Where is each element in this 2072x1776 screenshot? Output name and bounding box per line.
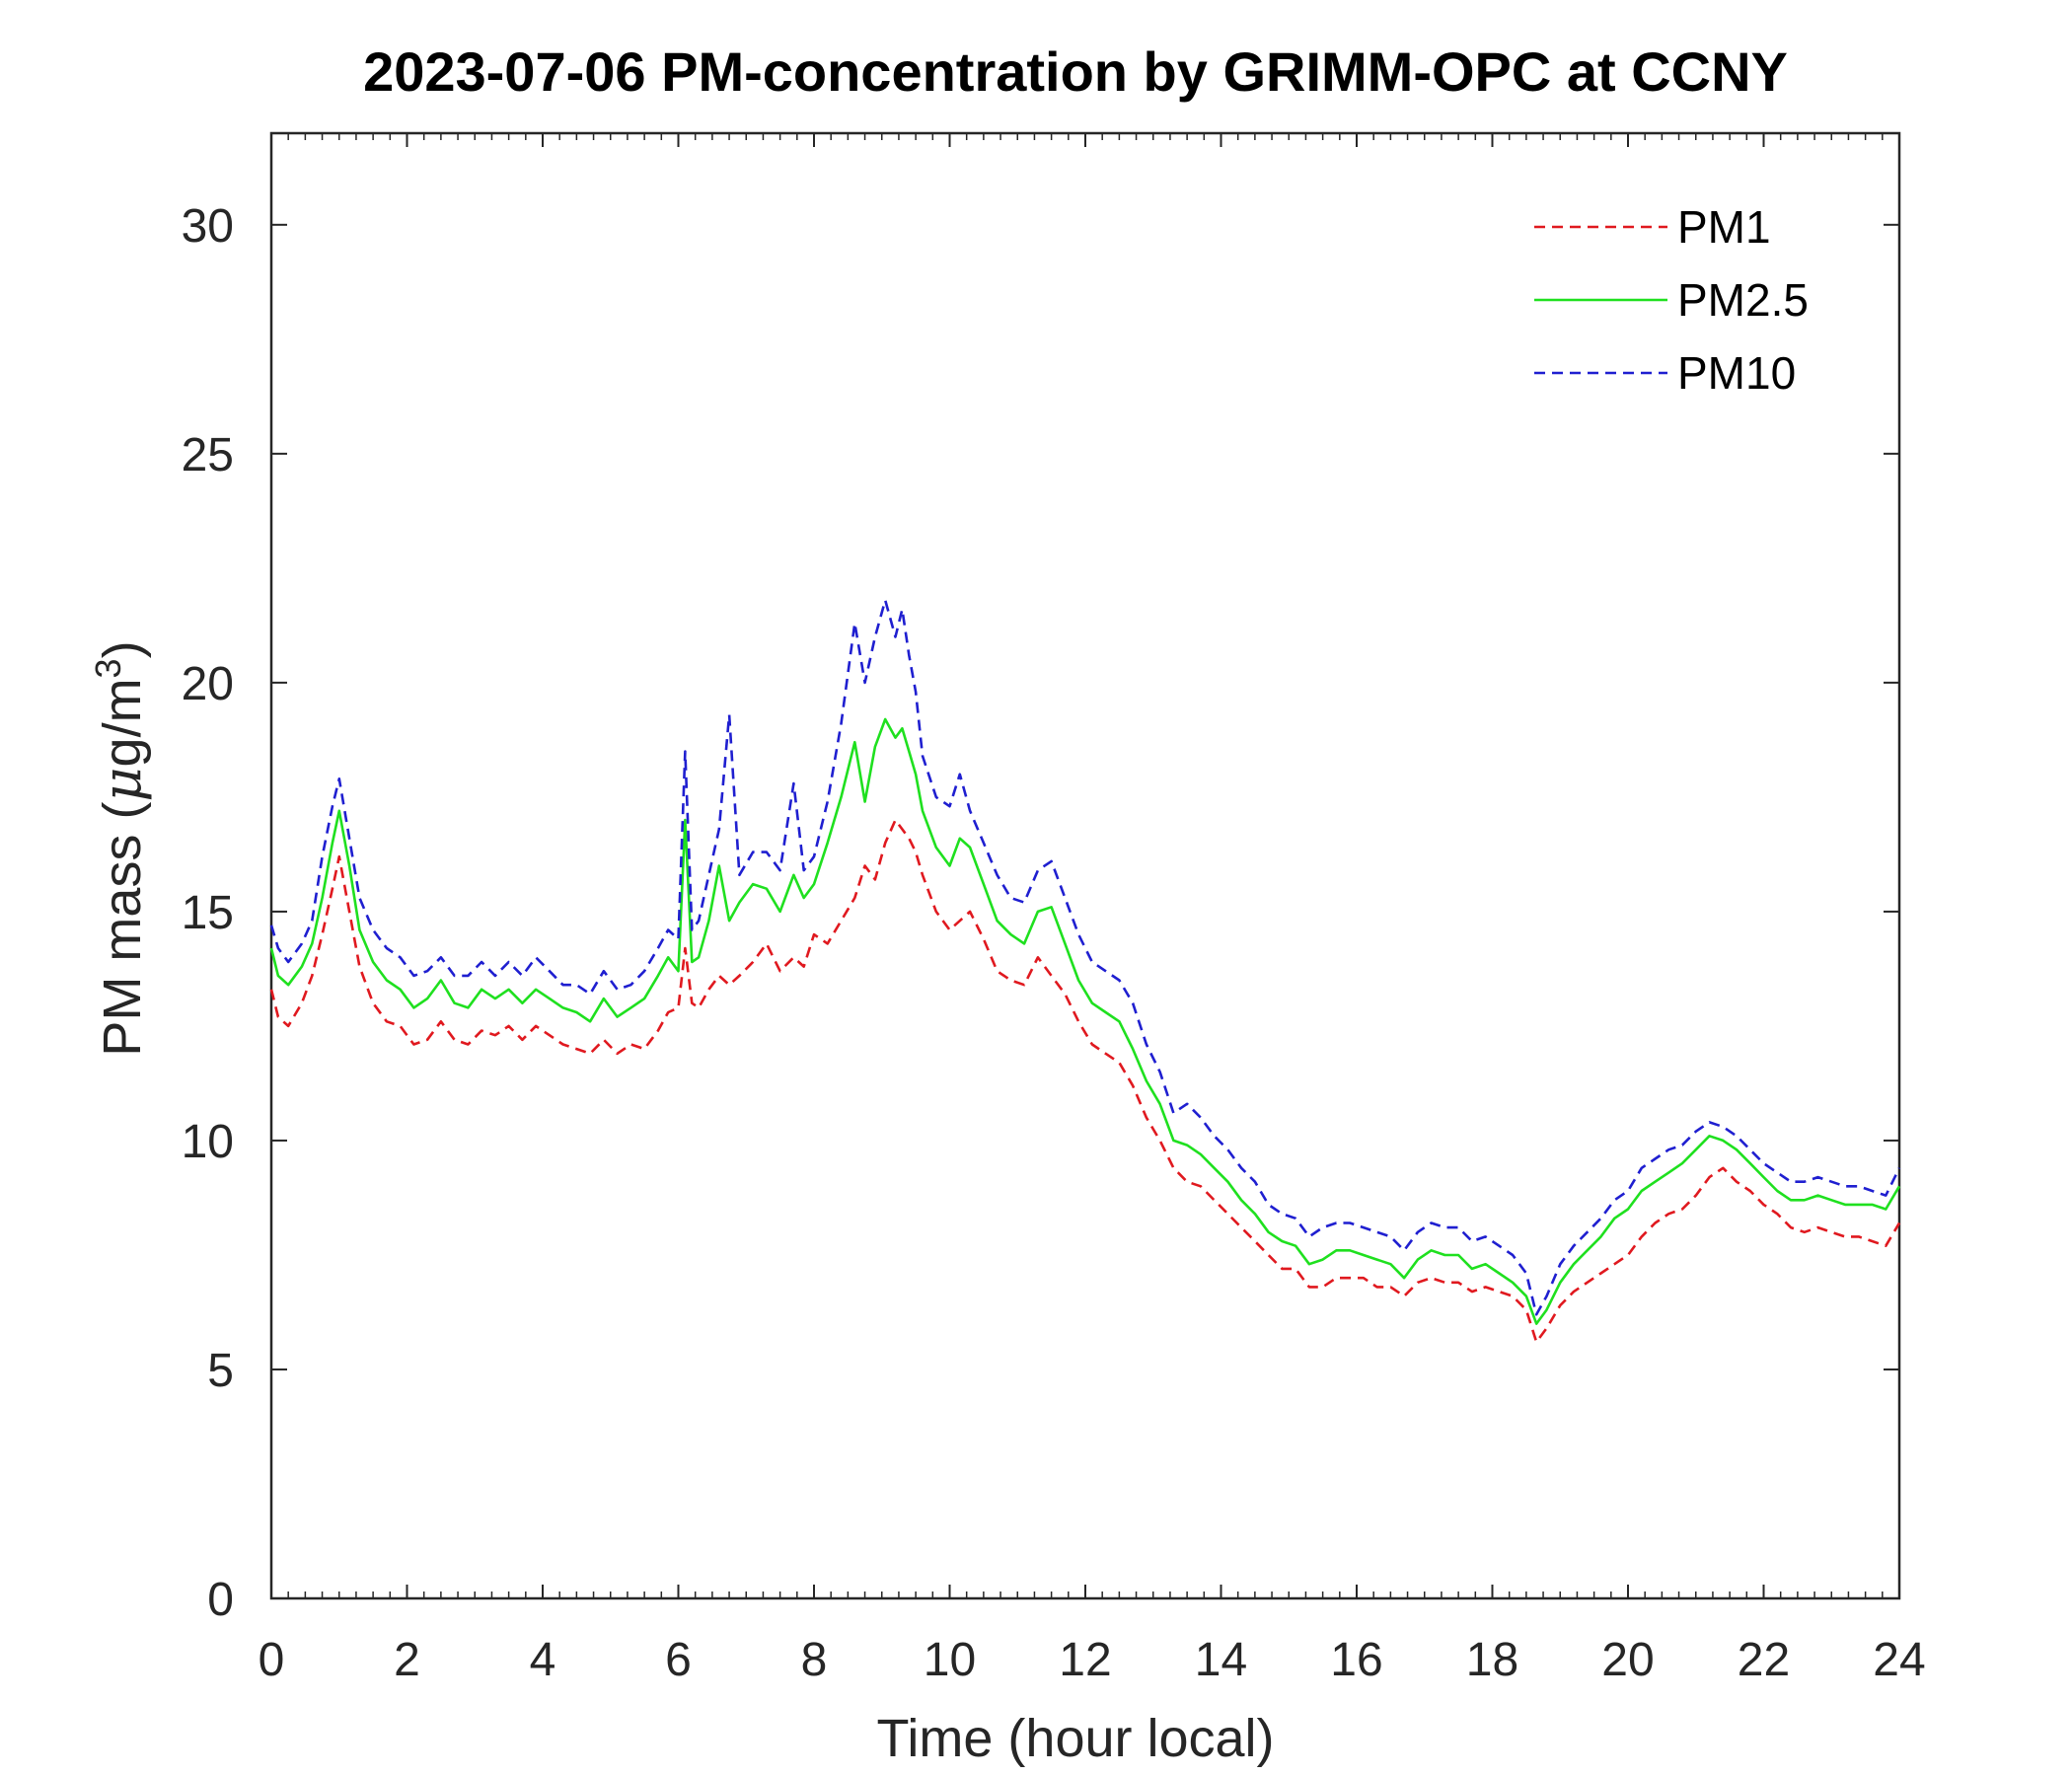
y-axis-label-suffix: ) bbox=[93, 640, 152, 658]
x-tick-label: 16 bbox=[1330, 1634, 1382, 1686]
y-tick-label: 20 bbox=[182, 658, 234, 710]
y-axis-label-sup: 3 bbox=[88, 658, 128, 678]
y-axis-label-unit: g/m bbox=[93, 678, 152, 767]
plot-area bbox=[269, 131, 1901, 1600]
x-tick-label: 14 bbox=[1195, 1634, 1247, 1686]
legend-entry-label: PM2.5 bbox=[1677, 274, 1809, 326]
legend: PM1 PM2.5 PM10 bbox=[1534, 201, 1809, 399]
plot-frame bbox=[269, 131, 1901, 1600]
y-tick-label: 5 bbox=[207, 1345, 234, 1397]
x-tick-label: 0 bbox=[259, 1634, 285, 1686]
y-tick-label: 30 bbox=[182, 200, 234, 253]
series-line-pm2-5 bbox=[269, 717, 1901, 1325]
x-axis-label: Time (hour local) bbox=[876, 1709, 1274, 1768]
x-tick-label: 20 bbox=[1601, 1634, 1654, 1686]
y-tick-label: 0 bbox=[207, 1574, 234, 1626]
x-tick-label: 12 bbox=[1059, 1634, 1111, 1686]
legend-entry-label: PM1 bbox=[1677, 201, 1771, 253]
y-tick-label: 10 bbox=[182, 1116, 234, 1168]
x-tick-label: 4 bbox=[530, 1634, 556, 1686]
x-tick-label: 8 bbox=[801, 1634, 828, 1686]
series-line-pm1 bbox=[269, 818, 1901, 1344]
axis-ticks bbox=[270, 133, 1900, 1599]
series-lines bbox=[269, 598, 1901, 1344]
x-tick-label: 24 bbox=[1873, 1634, 1925, 1686]
y-axis-label: PM mass (μg/m3) bbox=[88, 640, 154, 1056]
x-tick-label: 10 bbox=[924, 1634, 976, 1686]
y-tick-label: 15 bbox=[182, 887, 234, 939]
x-tick-label: 18 bbox=[1466, 1634, 1518, 1686]
x-tick-label: 22 bbox=[1738, 1634, 1790, 1686]
y-axis-label-prefix: PM mass ( bbox=[93, 802, 152, 1057]
x-tick-label: 6 bbox=[665, 1634, 692, 1686]
legend-entry-label: PM10 bbox=[1677, 347, 1796, 399]
series-line-pm10 bbox=[269, 598, 1901, 1316]
chart-title: 2023-07-06 PM-concentration by GRIMM-OPC… bbox=[363, 40, 1788, 103]
y-tick-label: 25 bbox=[182, 429, 234, 481]
x-tick-label: 2 bbox=[394, 1634, 420, 1686]
y-axis-label-mu: μ bbox=[91, 767, 153, 801]
